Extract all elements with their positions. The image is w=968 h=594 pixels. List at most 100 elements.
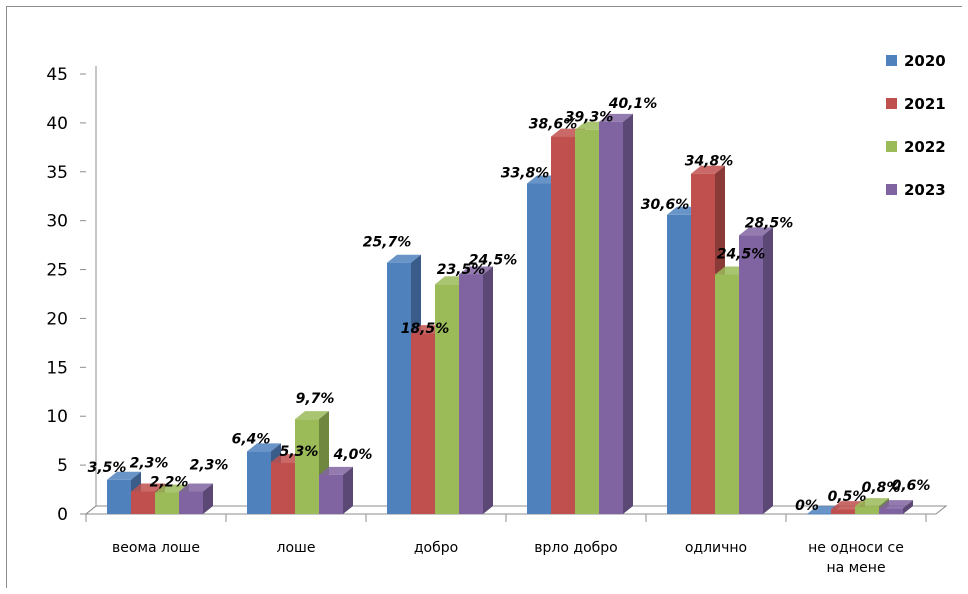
legend-swatch	[886, 141, 897, 152]
bar-front-face	[691, 173, 715, 514]
data-label: 24,5%	[469, 252, 518, 268]
category-label: одлично	[685, 540, 747, 556]
legend-label: 2022	[904, 138, 946, 156]
category-label: добро	[414, 540, 458, 556]
category-label: на мене	[826, 560, 885, 576]
data-label: 30,6%	[641, 197, 690, 213]
bar-front-face	[551, 136, 575, 515]
bar-side-face	[903, 500, 913, 514]
y-tick-label: 20	[46, 309, 68, 329]
data-label: 28,5%	[745, 215, 794, 231]
bar-top-face	[131, 483, 165, 492]
y-tick-label: 5	[57, 456, 68, 476]
bar	[319, 466, 353, 514]
bar-front-face	[527, 183, 551, 514]
y-tick-label: 25	[46, 261, 68, 281]
category-label: лоше	[277, 540, 316, 556]
legend-label: 2020	[904, 52, 946, 70]
y-tick-label: 40	[46, 114, 68, 134]
chart-frame	[6, 6, 962, 588]
bar	[739, 227, 773, 515]
legend-swatch	[886, 55, 897, 66]
data-label: 25,7%	[363, 235, 412, 251]
data-label: 38,6%	[529, 117, 578, 133]
bar-front-face	[295, 419, 319, 514]
bar-front-face	[667, 214, 691, 515]
y-tick-label: 30	[46, 212, 68, 232]
bar-front-face	[715, 274, 739, 514]
y-tick-label: 10	[46, 407, 68, 427]
y-tick-label: 45	[46, 65, 68, 85]
bar-top-face	[855, 498, 889, 507]
y-tick-label: 35	[46, 163, 68, 183]
data-label: 4,0%	[333, 447, 373, 463]
bar-top-face	[387, 254, 421, 263]
bar-side-face	[483, 266, 493, 514]
category-label: врло добро	[534, 540, 617, 556]
bar	[599, 113, 633, 515]
bar-top-face	[459, 266, 493, 275]
data-label: 5,3%	[280, 444, 319, 460]
data-label: 2,3%	[130, 456, 169, 472]
bar	[179, 483, 213, 514]
bar-front-face	[411, 333, 435, 514]
legend-swatch	[886, 98, 897, 109]
legend-swatch	[886, 184, 897, 195]
category-label: веома лоше	[112, 540, 200, 556]
bar-top-face	[107, 471, 141, 480]
legend: 2020 2021 2022 2023	[886, 52, 946, 199]
bar-side-face	[203, 483, 213, 514]
legend-label: 2021	[904, 95, 946, 113]
bar-front-face	[155, 492, 179, 514]
bar-side-face	[623, 113, 633, 515]
data-label: 34,8%	[685, 154, 734, 170]
y-tick-label: 15	[46, 358, 68, 378]
bar-front-face	[575, 129, 599, 514]
bar-front-face	[831, 509, 855, 514]
category-label: не односи се	[808, 540, 904, 556]
bar	[879, 500, 913, 514]
data-label: 40,1%	[608, 96, 658, 112]
legend-label: 2023	[904, 181, 946, 199]
bar-top-face	[739, 227, 773, 236]
bar-front-face	[107, 479, 131, 514]
data-label: 18,5%	[401, 321, 450, 337]
bar-front-face	[855, 506, 879, 514]
bar-front-face	[131, 491, 155, 514]
bar-front-face	[879, 508, 903, 514]
data-label: 6,4%	[232, 431, 271, 447]
bar	[107, 471, 141, 514]
data-label: 3,5%	[88, 460, 127, 476]
bar-front-face	[435, 284, 459, 514]
bars-layer	[107, 113, 913, 515]
bar	[459, 266, 493, 514]
data-label: 0,8%	[862, 480, 901, 496]
bar-front-face	[739, 235, 763, 515]
data-label: 0,6%	[892, 478, 931, 494]
bar-side-face	[343, 466, 353, 514]
bar-front-face	[807, 514, 831, 515]
bar-top-face	[691, 165, 725, 174]
bar-top-face	[247, 443, 281, 452]
bar-front-face	[599, 121, 623, 515]
data-label: 0,5%	[828, 489, 867, 505]
data-label: 2,3%	[190, 458, 229, 474]
data-label: 24,5%	[717, 246, 766, 262]
data-labels-layer: 3,5% 2,3%2,2%2,3%6,4%5,3%9,7%4,0%25,7%18,…	[88, 96, 931, 514]
data-label: 0%	[795, 498, 819, 514]
bar-side-face	[763, 227, 773, 515]
bar-front-face	[459, 274, 483, 514]
bar-front-face	[271, 462, 295, 514]
y-tick-label: 0	[57, 505, 68, 525]
bar-top-face	[179, 483, 213, 492]
data-label: 33,8%	[501, 166, 550, 182]
data-label: 23,5%	[437, 262, 486, 278]
bar-top-face	[879, 500, 913, 509]
bar-front-face	[387, 262, 411, 514]
data-label: 39,3%	[565, 110, 614, 126]
bar-top-face	[319, 466, 353, 475]
bar-front-face	[319, 474, 343, 514]
data-label: 9,7%	[296, 391, 335, 407]
data-label: 2,2%	[150, 474, 189, 490]
